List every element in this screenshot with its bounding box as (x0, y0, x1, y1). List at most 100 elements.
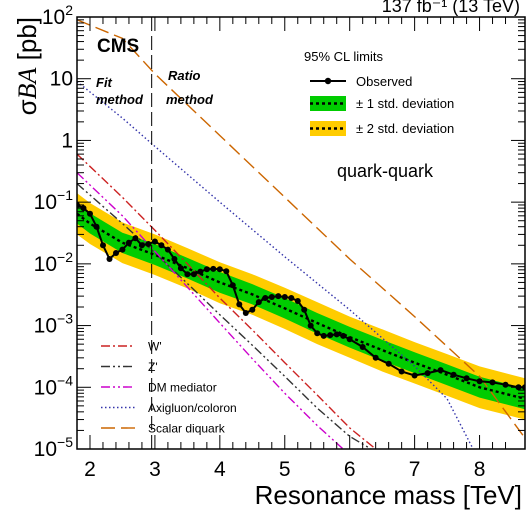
y-axis-title-sigma: σ (12, 99, 42, 115)
observed-point (314, 330, 321, 337)
observed-point (177, 265, 184, 272)
y-tick-label: 10−2 (34, 249, 74, 276)
observed-point (190, 271, 197, 278)
observed-point (489, 379, 496, 386)
observed-point (288, 295, 295, 301)
legend-title: 95% CL limits (304, 49, 383, 64)
observed-point (359, 344, 366, 350)
observed-point (229, 282, 236, 289)
observed-point (327, 332, 334, 339)
observed-point (125, 239, 132, 246)
observed-point (158, 242, 165, 249)
observed-point (203, 266, 210, 273)
observed-point (216, 266, 223, 273)
y-axis-title-ba: BA (13, 67, 42, 99)
theory-curve-0 (77, 153, 377, 449)
y-tick-label: 10 (50, 68, 73, 91)
limits-legend: 95% CL limits Observed ± 1 std. deviatio… (304, 49, 454, 136)
observed-point (320, 332, 327, 339)
observed-point (346, 336, 353, 343)
y-tick-label: 10−1 (34, 187, 74, 214)
observed-point (398, 368, 405, 375)
theory-legend-label-4: Scalar diquark (148, 422, 226, 436)
observed-point (281, 294, 288, 300)
observed-point (301, 306, 308, 313)
x-tick-label: 5 (279, 458, 291, 481)
plot-frame (76, 16, 526, 450)
theory-curve-2 (77, 172, 345, 449)
x-tick-label: 4 (214, 458, 226, 481)
observed-point (307, 322, 314, 329)
observed-point (372, 354, 379, 361)
theory-curve-3 (77, 80, 474, 449)
observed-point (151, 238, 158, 245)
observed-point (385, 360, 392, 367)
observed-point (132, 235, 139, 242)
y-axis-title-unit: [pb] (12, 17, 42, 68)
ratio-method-label-line1: Ratio (168, 68, 201, 83)
legend-observed-label: Observed (356, 74, 412, 89)
observed-point (262, 295, 269, 301)
x-tick-label: 3 (149, 458, 161, 481)
observed-point (268, 294, 275, 300)
y-axis-title: σBA [pb] (12, 17, 42, 115)
x-axis-title: Resonance mass [TeV] (255, 480, 522, 510)
theory-legend-label-3: Axigluon/coloron (148, 401, 237, 415)
luminosity-label: 137 fb⁻¹ (13 TeV) (382, 0, 520, 16)
observed-point (145, 241, 152, 247)
observed-point (106, 256, 113, 262)
theory-curve-1 (77, 183, 373, 449)
final-state-label: quark-quark (337, 161, 434, 181)
y-tick-label: 10−5 (34, 434, 74, 461)
theory-legend-label-1: Z' (148, 360, 158, 374)
observed-point (502, 381, 509, 388)
observed-point (223, 268, 230, 275)
theory-legend-label-2: DM mediator (148, 381, 217, 395)
observed-point (249, 306, 256, 313)
legend-band1-label: ± 1 std. deviation (356, 96, 454, 111)
theory-legend: W' Z' DM mediator Axigluon/coloron Scalar di… (101, 340, 237, 436)
experiment-label: CMS (97, 36, 139, 57)
axis-ticks (77, 16, 525, 450)
x-tick-label: 7 (409, 458, 421, 481)
observed-point (476, 378, 483, 385)
observed-point (87, 210, 93, 217)
observed-point (294, 298, 301, 304)
observed-point (463, 375, 470, 382)
observed-point (184, 271, 191, 278)
observed-point (255, 299, 262, 306)
theory-legend-label-0: W' (148, 340, 162, 354)
observed-point (340, 332, 347, 339)
observed-point (424, 370, 431, 377)
expected-limit-line (77, 212, 525, 400)
observed-point (333, 331, 340, 338)
fit-method-label-line1: Fit (96, 75, 113, 90)
observed-point (411, 372, 418, 379)
observed-point (171, 256, 178, 262)
observed-points (77, 202, 525, 391)
observed-point (236, 301, 243, 308)
ratio-method-label-line2: method (166, 92, 214, 107)
observed-point (164, 246, 171, 253)
y-tick-label: 102 (42, 2, 73, 29)
plot-area (77, 17, 525, 449)
observed-point (210, 265, 217, 272)
observed-point (113, 250, 119, 256)
observed-point (242, 310, 249, 316)
observed-point (450, 371, 457, 378)
observed-point (100, 242, 106, 249)
x-tick-label: 6 (344, 458, 356, 481)
y-tick-label: 1 (61, 129, 73, 152)
y-tick-label: 10−4 (34, 372, 74, 399)
x-tick-label: 8 (474, 458, 486, 481)
legend-observed-marker (324, 77, 332, 85)
y-tick-label: 10−3 (34, 311, 74, 338)
observed-point (437, 367, 444, 374)
observed-point (119, 246, 126, 253)
x-tick-labels: 2 3 4 5 6 7 8 (84, 458, 485, 481)
observed-point (93, 223, 100, 230)
x-tick-label: 2 (84, 458, 96, 481)
observed-point (138, 242, 145, 249)
